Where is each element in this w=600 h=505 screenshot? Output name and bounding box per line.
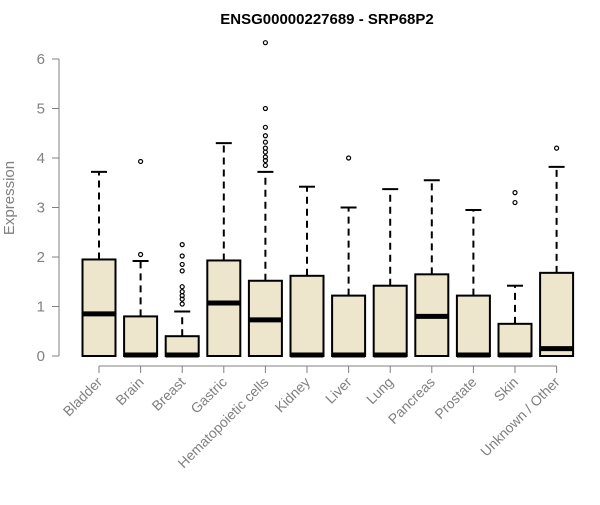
box-body (539, 271, 575, 357)
y-tick-label: 6 (37, 51, 45, 68)
box-body (331, 294, 367, 357)
outlier-point (179, 253, 185, 259)
outlier-point (262, 162, 268, 169)
y-axis-label: Expression (1, 161, 18, 235)
outlier-point (179, 242, 185, 248)
outlier-point (262, 154, 268, 160)
box-body (81, 258, 117, 358)
outlier-point (262, 139, 268, 145)
outlier-point (262, 124, 268, 130)
x-tick-label: Bladder (60, 374, 106, 420)
x-tick-label: Skin (491, 374, 522, 405)
x-tick-label: Prostate (431, 374, 479, 422)
box-body (123, 315, 159, 357)
outlier-point (138, 251, 144, 258)
outlier-point (179, 284, 185, 290)
outlier-point (346, 155, 352, 161)
box-body (455, 294, 491, 357)
y-tick-label: 4 (37, 150, 45, 167)
box-body (372, 284, 408, 357)
outlier-point (179, 301, 185, 307)
outlier-point (179, 268, 185, 274)
outlier-point (512, 199, 518, 206)
outlier-point (262, 40, 268, 46)
x-tick-label: Unknown / Other (477, 374, 563, 460)
y-tick-label: 5 (37, 101, 45, 118)
box-body (497, 322, 533, 358)
outlier-point (262, 133, 268, 139)
x-tick-label: Liver (322, 374, 355, 407)
y-tick-label: 0 (37, 348, 45, 365)
outlier-point (179, 261, 185, 268)
y-tick-label: 2 (37, 249, 45, 266)
outlier-point (262, 105, 268, 112)
outlier-point (179, 289, 185, 295)
outlier-point (553, 145, 560, 151)
x-tick-label: Lung (363, 374, 396, 407)
x-tick-label: Brain (112, 374, 146, 408)
box-body (289, 274, 325, 357)
y-tick-label: 1 (37, 299, 45, 316)
outlier-point (262, 145, 268, 151)
outlier-point (138, 158, 144, 165)
y-tick-label: 3 (37, 200, 45, 217)
x-tick-label: Kidney (272, 374, 314, 416)
box-body (206, 259, 242, 357)
x-tick-label: Breast (148, 374, 188, 414)
outlier-point (512, 190, 518, 196)
chart-title: ENSG00000227689 - SRP68P2 (220, 11, 433, 28)
